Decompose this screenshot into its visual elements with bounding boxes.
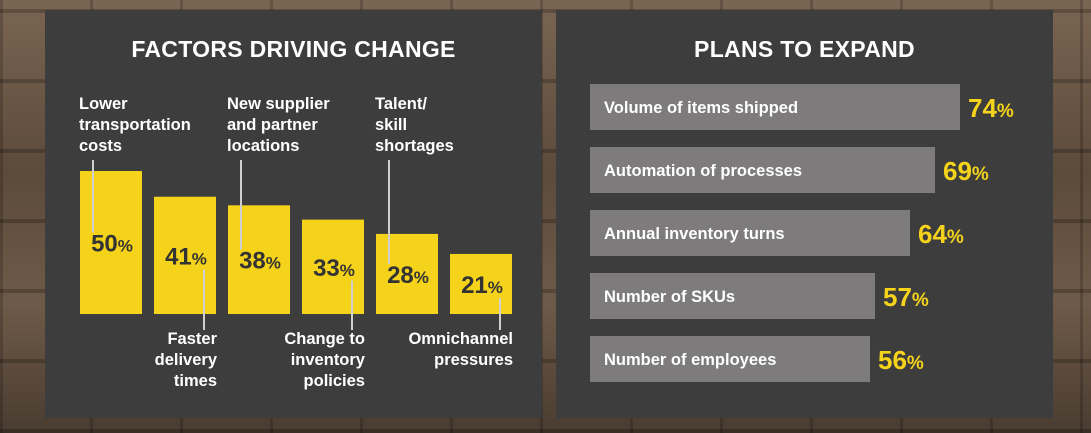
value-label-faster-delivery-times: 41%: [165, 243, 207, 270]
expand-bar-chart: Volume of items shipped 74% Automation of …: [590, 84, 1014, 382]
hbar-value-automation-of-processes: 69%: [943, 156, 989, 186]
value-label-change-to-inventory-policies: 33%: [313, 255, 355, 282]
hbar-volume-of-items-shipped: [590, 84, 960, 130]
bar-faster-delivery-times: [154, 196, 216, 314]
expand-title: PLANS TO EXPAND: [694, 36, 915, 62]
value-label-new-supplier-and-partner-locations: 38%: [239, 248, 281, 275]
bar-omnichannel-pressures: [450, 253, 512, 314]
factors-panel: FACTORS DRIVING CHANGE 50% Lower transport…: [45, 10, 542, 418]
category-label-omnichannel-pressures: Omnichannel pressures: [408, 330, 513, 369]
bar-talent-skill-shortages: [376, 233, 438, 314]
category-label-new-supplier-and-partner-locations: New supplier and partner locations: [227, 95, 330, 155]
expand-panel: PLANS TO EXPAND Volume of items shipped 7…: [556, 10, 1053, 418]
bar-new-supplier-and-partner-locations: [228, 205, 290, 314]
hbar-label-annual-inventory-turns: Annual inventory turns: [604, 225, 785, 243]
value-label-lower-transportation-costs: 50%: [91, 231, 133, 258]
hbar-number-of-employees: [590, 336, 870, 382]
bar-lower-transportation-costs: [80, 171, 142, 314]
category-label-lower-transportation-costs: Lower transportation costs: [79, 95, 191, 155]
hbar-annual-inventory-turns: [590, 210, 910, 256]
factors-bar-chart: 50% Lower transportation costs 41% Faster deli…: [79, 95, 513, 390]
hbar-label-volume-of-items-shipped: Volume of items shipped: [604, 99, 798, 117]
hbar-value-annual-inventory-turns: 64%: [918, 219, 964, 249]
hbar-label-number-of-skus: Number of SKUs: [604, 288, 735, 306]
value-label-talent-skill-shortages: 28%: [387, 262, 429, 289]
hbar-value-number-of-skus: 57%: [883, 282, 929, 312]
category-label-faster-delivery-times: Faster delivery times: [155, 330, 218, 390]
hbar-label-automation-of-processes: Automation of processes: [604, 162, 802, 180]
hbar-value-volume-of-items-shipped: 74%: [968, 93, 1014, 123]
value-label-omnichannel-pressures: 21%: [461, 272, 503, 299]
hbar-number-of-skus: [590, 273, 875, 319]
category-label-talent-skill-shortages: Talent/skill shortages: [375, 95, 454, 155]
hbar-value-number-of-employees: 56%: [878, 345, 924, 375]
category-label-change-to-inventory-policies: Change to inventory policies: [284, 330, 365, 390]
hbar-automation-of-processes: [590, 147, 935, 193]
hbar-label-number-of-employees: Number of employees: [604, 351, 776, 369]
factors-title: FACTORS DRIVING CHANGE: [131, 36, 456, 62]
bar-change-to-inventory-policies: [302, 219, 364, 314]
